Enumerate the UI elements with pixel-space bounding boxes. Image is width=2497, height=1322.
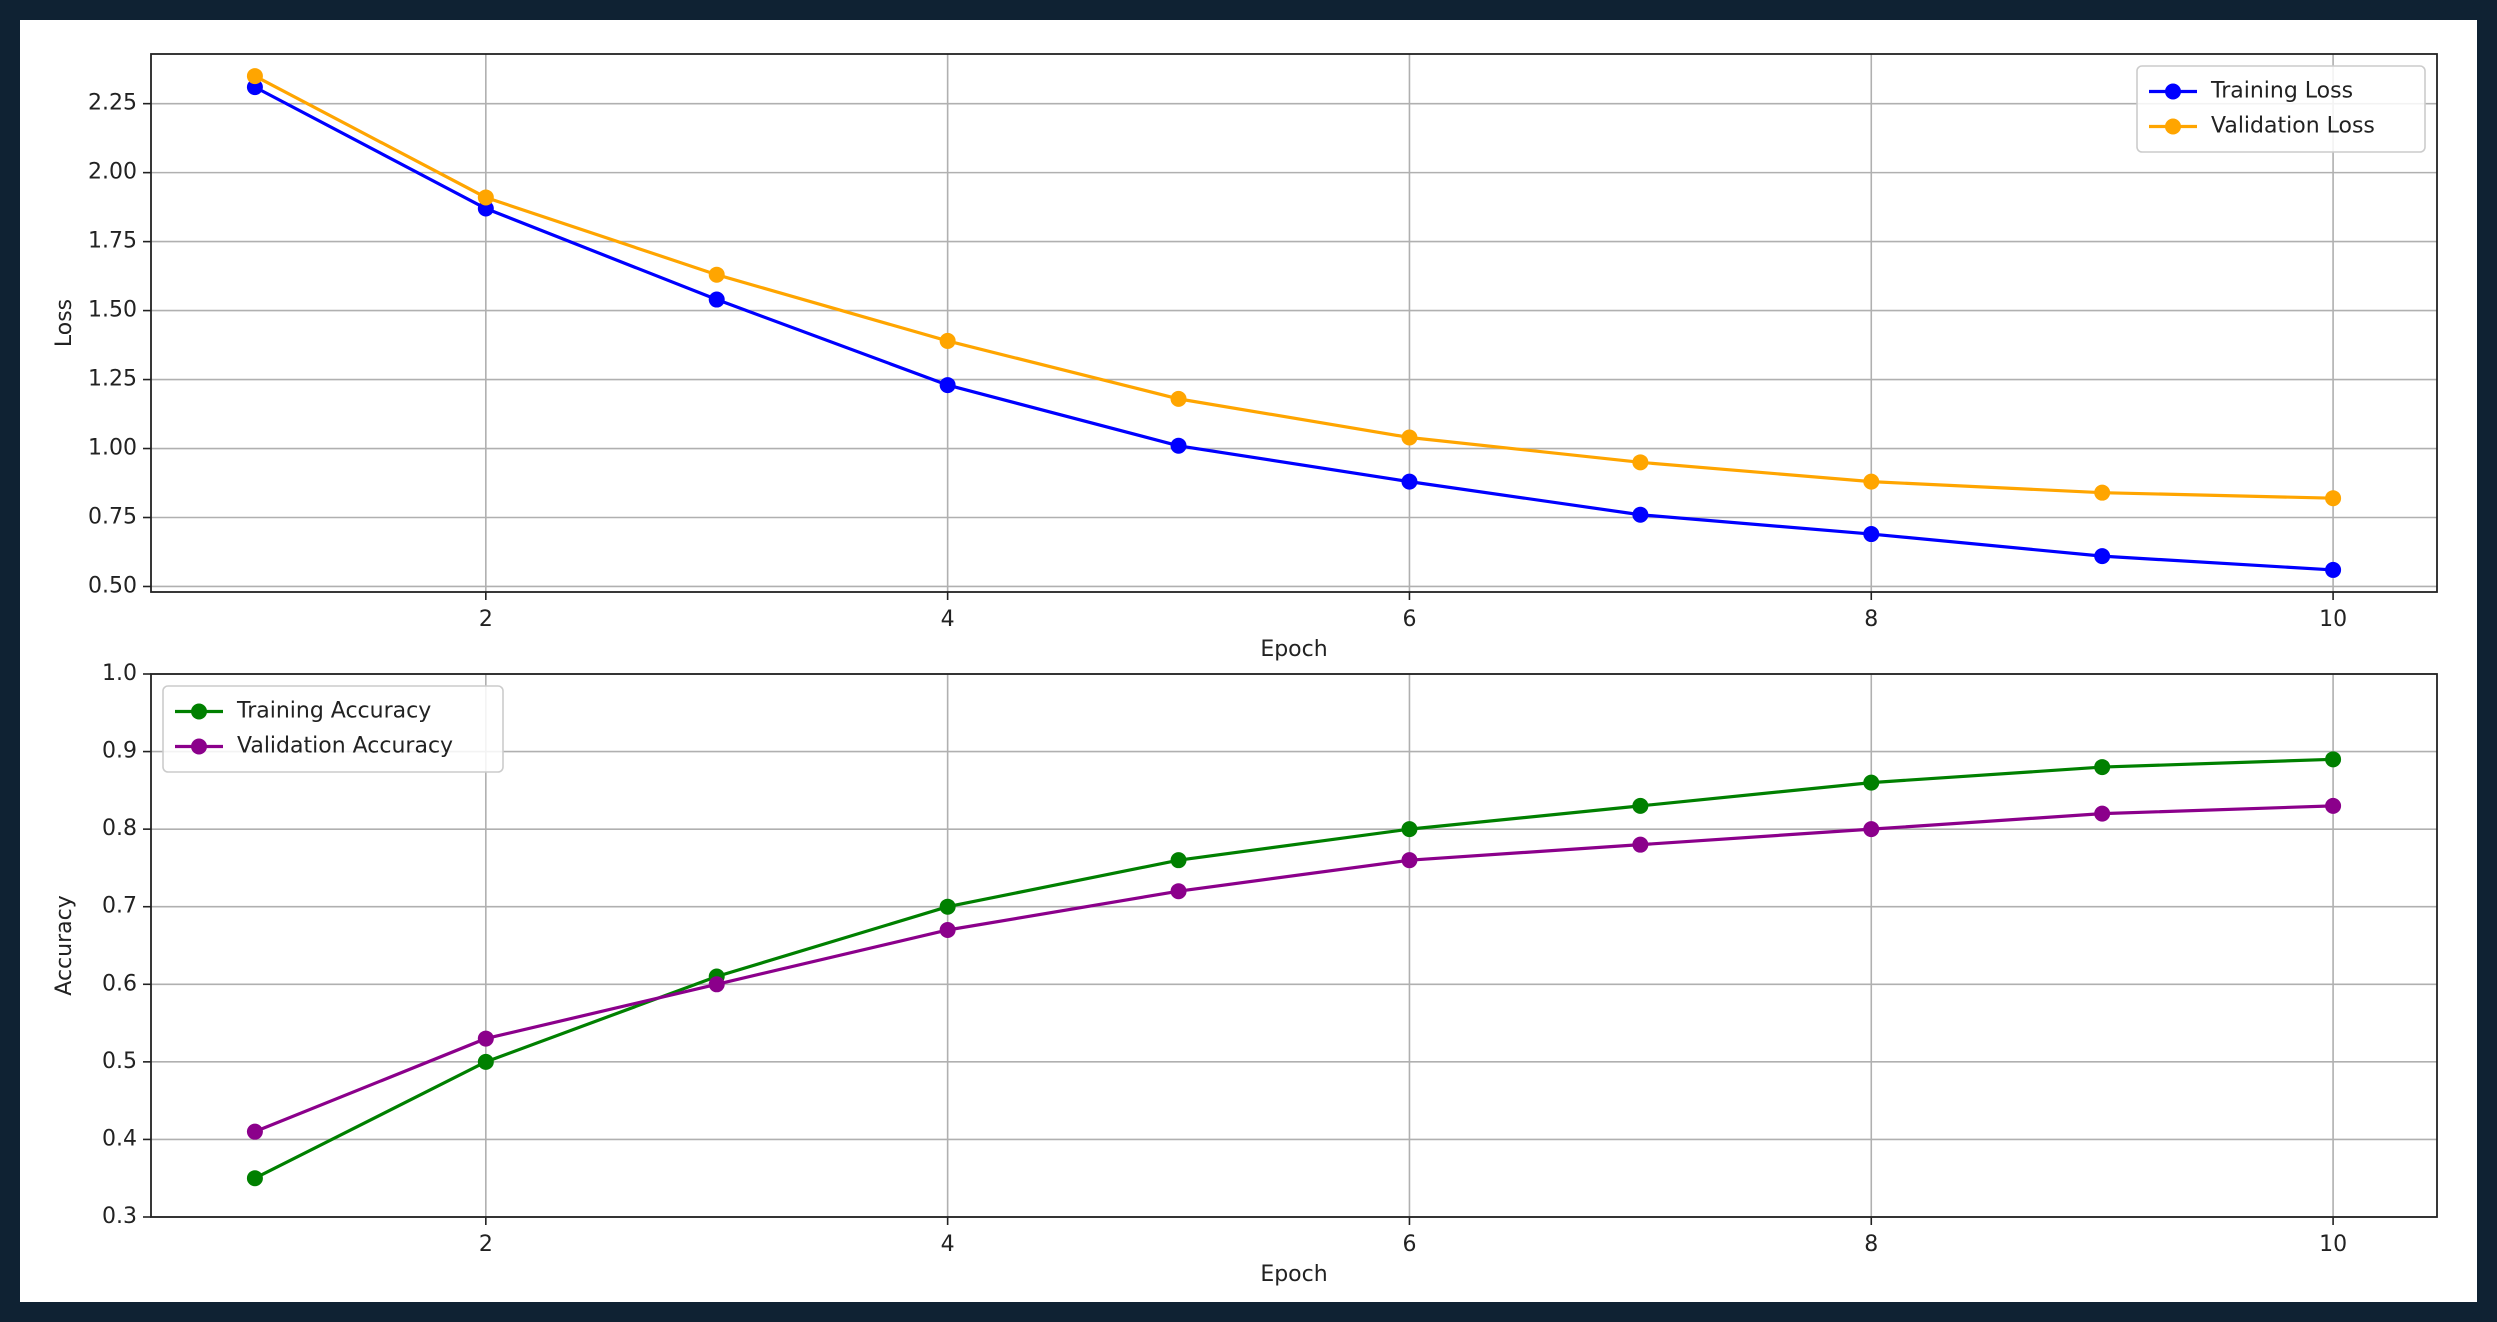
data-point bbox=[246, 79, 263, 96]
plot-area bbox=[151, 674, 2437, 1217]
legend-marker bbox=[2165, 83, 2181, 100]
data-point bbox=[2325, 751, 2342, 768]
data-point bbox=[2094, 805, 2111, 822]
plot-border bbox=[150, 673, 2438, 1218]
data-point bbox=[708, 976, 725, 993]
series-line bbox=[254, 804, 2334, 1134]
series-line bbox=[254, 757, 2334, 1180]
plot-area bbox=[151, 54, 2437, 592]
y-tick-label: 0.7 bbox=[102, 894, 137, 919]
data-point bbox=[939, 921, 956, 938]
y-tick-label: 0.9 bbox=[102, 739, 137, 764]
data-point bbox=[1401, 821, 1418, 838]
data-point bbox=[477, 1030, 494, 1047]
data-point bbox=[1863, 821, 1880, 838]
legend-marker bbox=[2165, 118, 2181, 135]
data-point bbox=[1401, 473, 1418, 490]
data-point bbox=[1170, 883, 1187, 900]
x-axis-label: Epoch bbox=[1260, 637, 1327, 662]
data-point bbox=[477, 1053, 494, 1070]
data-point bbox=[708, 266, 725, 283]
y-tick-label: 1.00 bbox=[88, 436, 137, 461]
data-point bbox=[246, 1123, 263, 1140]
legend-label: Validation Accuracy bbox=[237, 734, 453, 759]
data-point bbox=[477, 200, 494, 217]
data-point bbox=[939, 377, 956, 394]
y-tick-label: 1.50 bbox=[88, 298, 137, 323]
x-tick-label: 4 bbox=[941, 1232, 955, 1257]
x-tick-label: 6 bbox=[1402, 1232, 1416, 1257]
data-point bbox=[2325, 561, 2342, 578]
data-point bbox=[1863, 526, 1880, 543]
data-point bbox=[2094, 548, 2111, 565]
data-point bbox=[1632, 836, 1649, 853]
x-tick-label: 10 bbox=[2319, 1232, 2347, 1257]
data-point bbox=[1401, 429, 1418, 446]
data-point bbox=[477, 189, 494, 206]
y-tick-label: 0.4 bbox=[102, 1126, 137, 1151]
x-tick-label: 8 bbox=[1864, 607, 1878, 632]
data-point bbox=[1170, 852, 1187, 869]
y-tick-label: 1.0 bbox=[102, 661, 137, 686]
y-axis-label: Accuracy bbox=[52, 895, 77, 995]
x-tick-label: 8 bbox=[1864, 1232, 1878, 1257]
y-tick-label: 0.8 bbox=[102, 816, 137, 841]
x-tick-label: 10 bbox=[2319, 607, 2347, 632]
data-point bbox=[2325, 490, 2342, 507]
legend-label: Training Loss bbox=[2210, 79, 2353, 104]
data-point bbox=[1170, 390, 1187, 407]
legend-label: Training Accuracy bbox=[236, 699, 431, 724]
y-tick-label: 0.50 bbox=[88, 573, 137, 598]
data-point bbox=[1170, 437, 1187, 454]
data-point bbox=[1632, 506, 1649, 523]
y-tick-label: 0.5 bbox=[102, 1049, 137, 1074]
legend-marker bbox=[191, 738, 207, 755]
x-tick-label: 2 bbox=[479, 607, 493, 632]
y-tick-label: 2.00 bbox=[88, 160, 137, 185]
y-tick-label: 2.25 bbox=[88, 91, 137, 116]
data-point bbox=[939, 898, 956, 915]
y-tick-label: 0.75 bbox=[88, 505, 137, 530]
series-line bbox=[254, 74, 2334, 500]
legend-box bbox=[2136, 65, 2426, 153]
x-axis-label: Epoch bbox=[1260, 1262, 1327, 1287]
data-point bbox=[246, 68, 263, 85]
data-point bbox=[2094, 759, 2111, 776]
y-tick-label: 1.75 bbox=[88, 229, 137, 254]
data-point bbox=[1863, 774, 1880, 791]
legend-label: Validation Loss bbox=[2211, 114, 2375, 139]
data-point bbox=[708, 291, 725, 308]
data-point bbox=[246, 1170, 263, 1187]
data-point bbox=[1632, 454, 1649, 471]
data-point bbox=[1863, 473, 1880, 490]
x-tick-label: 6 bbox=[1402, 607, 1416, 632]
data-point bbox=[2094, 484, 2111, 501]
y-tick-label: 1.25 bbox=[88, 367, 137, 392]
y-tick-label: 0.6 bbox=[102, 971, 137, 996]
x-tick-label: 4 bbox=[941, 607, 955, 632]
plot-border bbox=[150, 53, 2438, 593]
y-tick-label: 0.3 bbox=[102, 1204, 137, 1229]
legend-box bbox=[162, 685, 504, 773]
data-point bbox=[939, 332, 956, 349]
y-axis-label: Loss bbox=[52, 299, 77, 347]
data-point bbox=[1401, 852, 1418, 869]
data-point bbox=[1632, 797, 1649, 814]
x-tick-label: 2 bbox=[479, 1232, 493, 1257]
series-line bbox=[254, 85, 2334, 572]
legend-marker bbox=[191, 703, 207, 720]
data-point bbox=[2325, 797, 2342, 814]
